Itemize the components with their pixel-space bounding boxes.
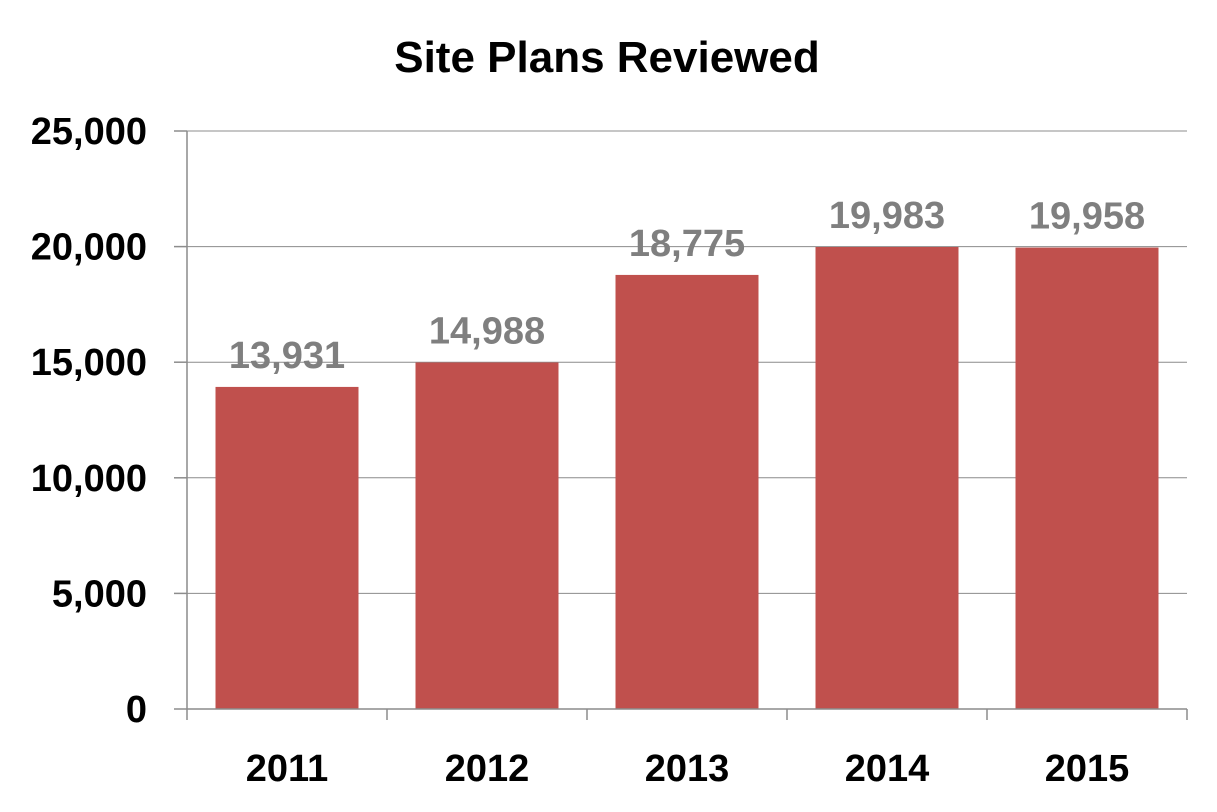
- data-labels: 13,931 14,988 18,775 19,983 19,958: [229, 195, 1145, 377]
- y-tick-label: 0: [126, 689, 147, 731]
- data-label: 13,931: [229, 335, 345, 377]
- data-label: 19,958: [1029, 196, 1145, 238]
- data-label: 18,775: [629, 223, 745, 265]
- x-tick-label: 2013: [645, 748, 730, 790]
- x-axis-tick-labels: 2011 2012 2013 2014 2015: [246, 748, 1130, 790]
- data-label: 19,983: [829, 195, 945, 237]
- data-label: 14,988: [429, 310, 545, 352]
- chart-title: Site Plans Reviewed: [394, 33, 820, 82]
- y-tick-label: 15,000: [31, 342, 147, 384]
- y-tick-label: 20,000: [31, 227, 147, 269]
- bar-2014: [815, 246, 959, 709]
- bar-2012: [415, 362, 559, 709]
- x-tick-label: 2011: [246, 748, 328, 790]
- bar-2015: [1015, 247, 1159, 709]
- y-tick-label: 5,000: [52, 573, 147, 615]
- bar-2011: [215, 386, 359, 709]
- axes: [174, 130, 1188, 720]
- bar-2013: [615, 274, 759, 709]
- x-tick-label: 2015: [1045, 748, 1130, 790]
- y-tick-label: 25,000: [31, 111, 147, 153]
- x-tick-label: 2012: [445, 748, 530, 790]
- y-tick-label: 10,000: [31, 458, 147, 500]
- x-tick-label: 2014: [845, 748, 930, 790]
- y-axis-tick-labels: 0 5,000 10,000 15,000 20,000 25,000: [31, 111, 147, 731]
- bars: [215, 246, 1159, 709]
